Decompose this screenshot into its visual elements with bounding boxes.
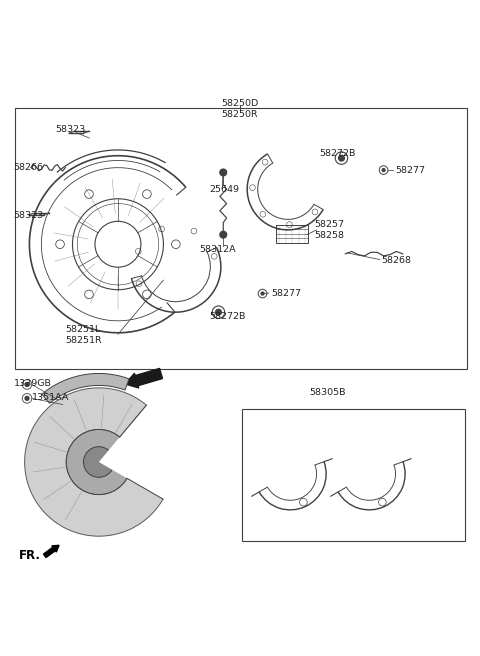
Circle shape bbox=[382, 169, 385, 171]
Text: 58272B: 58272B bbox=[209, 312, 245, 321]
Text: 1339GB: 1339GB bbox=[13, 379, 51, 388]
Text: 58251L
58251R: 58251L 58251R bbox=[65, 325, 102, 345]
Text: 25649: 25649 bbox=[209, 185, 239, 194]
Text: 58257
58258: 58257 58258 bbox=[314, 220, 344, 239]
FancyArrow shape bbox=[125, 369, 163, 388]
Circle shape bbox=[261, 292, 264, 295]
Circle shape bbox=[338, 155, 344, 161]
Circle shape bbox=[220, 232, 227, 238]
Text: FR.: FR. bbox=[19, 549, 41, 562]
Text: 58250D
58250R: 58250D 58250R bbox=[221, 99, 259, 119]
Text: 58272B: 58272B bbox=[319, 149, 355, 158]
Text: 58266: 58266 bbox=[13, 163, 44, 172]
FancyArrow shape bbox=[44, 545, 59, 558]
Text: 58277: 58277 bbox=[271, 289, 301, 298]
Circle shape bbox=[66, 430, 132, 495]
Text: 58323: 58323 bbox=[56, 125, 86, 134]
Bar bbox=[15, 108, 468, 369]
Wedge shape bbox=[99, 403, 175, 501]
Bar bbox=[242, 409, 465, 541]
Circle shape bbox=[216, 310, 221, 315]
Text: 58312A: 58312A bbox=[199, 245, 236, 253]
Text: 58305B: 58305B bbox=[310, 388, 346, 397]
Text: 58323: 58323 bbox=[13, 211, 44, 220]
Text: 58268: 58268 bbox=[381, 256, 411, 266]
Circle shape bbox=[84, 447, 114, 478]
Text: 1351AA: 1351AA bbox=[32, 393, 69, 402]
Circle shape bbox=[25, 396, 29, 400]
Polygon shape bbox=[42, 373, 129, 403]
Circle shape bbox=[220, 169, 227, 176]
Polygon shape bbox=[24, 388, 173, 536]
Circle shape bbox=[25, 382, 29, 386]
Bar bbox=[276, 224, 309, 243]
Text: 58277: 58277 bbox=[396, 165, 426, 174]
